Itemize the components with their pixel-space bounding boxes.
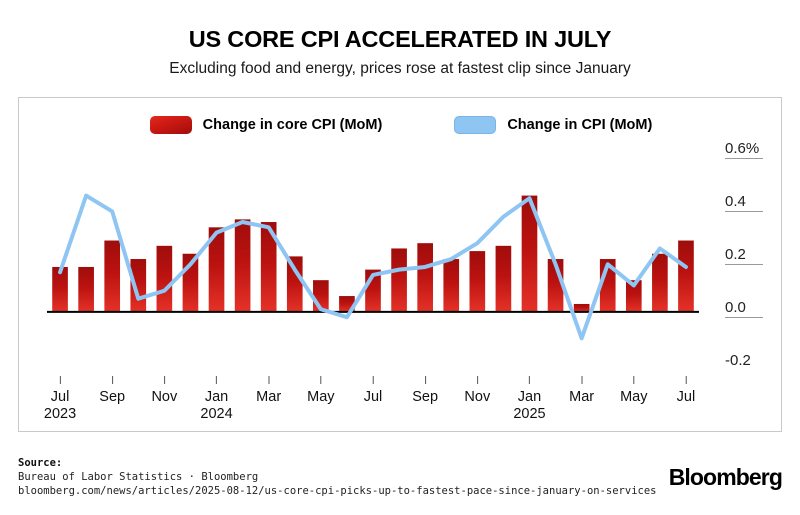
- x-axis-tick: Jan 2025: [513, 376, 546, 423]
- y-axis-tick-label: 0.4: [725, 193, 746, 211]
- y-axis-tick-label: 0.2: [725, 246, 746, 264]
- bar: [417, 243, 433, 312]
- y-axis-tick: 0.2: [719, 246, 781, 266]
- x-axis-tickmark: [163, 376, 165, 384]
- x-axis-tickmark: [320, 376, 322, 384]
- cpi-line-series: [58, 193, 688, 341]
- legend-label-core-cpi: Change in core CPI (MoM): [202, 117, 383, 133]
- legend-swatch-cpi: [454, 116, 497, 134]
- x-axis-tick: May: [307, 376, 335, 406]
- bar: [286, 256, 303, 312]
- bar: [208, 227, 225, 312]
- bar: [573, 303, 590, 312]
- x-axis-month-label: Nov: [464, 389, 491, 405]
- y-axis-rule: [725, 158, 763, 160]
- x-axis-tick: Nov: [464, 376, 490, 406]
- bar: [495, 245, 512, 312]
- x-axis-month-label: Mar: [569, 389, 595, 405]
- x-axis-tickmark: [372, 376, 374, 384]
- y-axis: 0.6% 0.4 0.2 0.0 -0.2: [719, 141, 789, 408]
- x-axis: Jul 2023 Sep Nov Jan 2024 Mar May Jul Sep Nov Jan 20…: [44, 376, 699, 446]
- x-axis-year-label: 2025: [513, 406, 546, 422]
- x-axis-tick: Sep: [412, 376, 438, 406]
- y-axis-rule: [725, 264, 763, 266]
- y-axis-rule: [725, 211, 763, 213]
- chart-frame: Change in core CPI (MoM) Change in CPI (…: [18, 97, 782, 432]
- x-axis-month-label: Jul: [363, 389, 383, 405]
- legend-item-cpi[interactable]: Change in CPI (MoM): [454, 116, 652, 134]
- bar: [678, 240, 694, 312]
- x-axis-tickmark: [424, 376, 426, 384]
- legend-swatch-core-cpi: [149, 116, 192, 134]
- x-axis-tick: Mar: [569, 376, 594, 406]
- y-axis-tick: 0.0: [719, 298, 781, 318]
- x-axis-tickmark: [59, 376, 61, 384]
- x-axis-month-label: Jul: [50, 389, 70, 405]
- x-axis-tick: Nov: [151, 376, 177, 406]
- x-axis-tickmark: [268, 376, 270, 384]
- x-axis-tick: Jan 2024: [200, 376, 233, 423]
- x-axis-month-label: Sep: [99, 389, 126, 405]
- x-axis-tickmark: [216, 376, 218, 384]
- x-axis-tick: Jul: [676, 376, 696, 406]
- bar: [260, 222, 277, 312]
- x-axis-tickmark: [685, 376, 687, 384]
- y-axis-tick: 0.4: [719, 193, 781, 213]
- x-axis-month-label: Jan: [204, 389, 229, 405]
- x-axis-month-label: May: [307, 389, 335, 405]
- x-axis-tick: May: [620, 376, 648, 406]
- chart-legend: Change in core CPI (MoM) Change in CPI (…: [19, 116, 783, 134]
- bar: [443, 259, 460, 312]
- bar: [652, 253, 668, 312]
- x-axis-tickmark: [528, 376, 530, 384]
- x-axis-month-label: Nov: [151, 389, 178, 405]
- source-attribution: Bureau of Labor Statistics · Bloomberg: [18, 471, 259, 483]
- x-axis-tickmark: [111, 376, 113, 384]
- x-axis-tick: Jul: [363, 376, 383, 406]
- x-axis-tick: Jul 2023: [44, 376, 76, 423]
- x-axis-tickmark: [633, 376, 635, 384]
- bar: [234, 219, 251, 312]
- x-axis-month-label: Jul: [676, 389, 696, 405]
- source-url[interactable]: bloomberg.com/news/articles/2025-08-12/u…: [18, 485, 657, 497]
- bar: [156, 245, 173, 312]
- bar: [521, 195, 538, 312]
- legend-label-cpi: Change in CPI (MoM): [507, 117, 653, 133]
- x-axis-year-label: 2024: [200, 406, 233, 422]
- y-axis-tick-label: -0.2: [725, 351, 751, 369]
- x-axis-tickmark: [476, 376, 478, 384]
- y-axis-tick: -0.2: [719, 351, 781, 369]
- bar: [52, 266, 68, 312]
- legend-item-core-cpi[interactable]: Change in core CPI (MoM): [149, 116, 383, 134]
- x-axis-month-label: Mar: [256, 389, 282, 405]
- y-axis-rule: [725, 316, 763, 318]
- x-axis-month-label: Jan: [517, 389, 542, 405]
- x-axis-month-label: Sep: [412, 389, 439, 405]
- bar: [625, 280, 642, 312]
- bar-series: [52, 195, 694, 312]
- source-label: Source:: [18, 457, 63, 469]
- page-title: US CORE CPI ACCELERATED IN JULY: [188, 26, 612, 52]
- page-subtitle: Excluding food and energy, prices rose a…: [169, 60, 631, 77]
- y-axis-tick-label: 0.6%: [725, 140, 760, 158]
- plot-area: [47, 148, 699, 378]
- plot-svg: [47, 193, 699, 341]
- x-axis-tick: Mar: [256, 376, 281, 406]
- bar: [469, 251, 486, 312]
- bar: [391, 248, 407, 312]
- y-axis-tick: 0.6%: [719, 140, 781, 160]
- x-axis-month-label: May: [620, 389, 648, 405]
- y-axis-tick-label: 0.0: [725, 298, 746, 316]
- chart-footer: Source: Bureau of Labor Statistics · Blo…: [18, 456, 783, 498]
- x-axis-tickmark: [581, 376, 583, 384]
- bar: [104, 240, 121, 312]
- x-axis-tick: Sep: [99, 376, 125, 406]
- bar: [78, 266, 94, 312]
- x-axis-year-label: 2023: [43, 406, 77, 422]
- bloomberg-logo: Bloomberg: [668, 464, 783, 490]
